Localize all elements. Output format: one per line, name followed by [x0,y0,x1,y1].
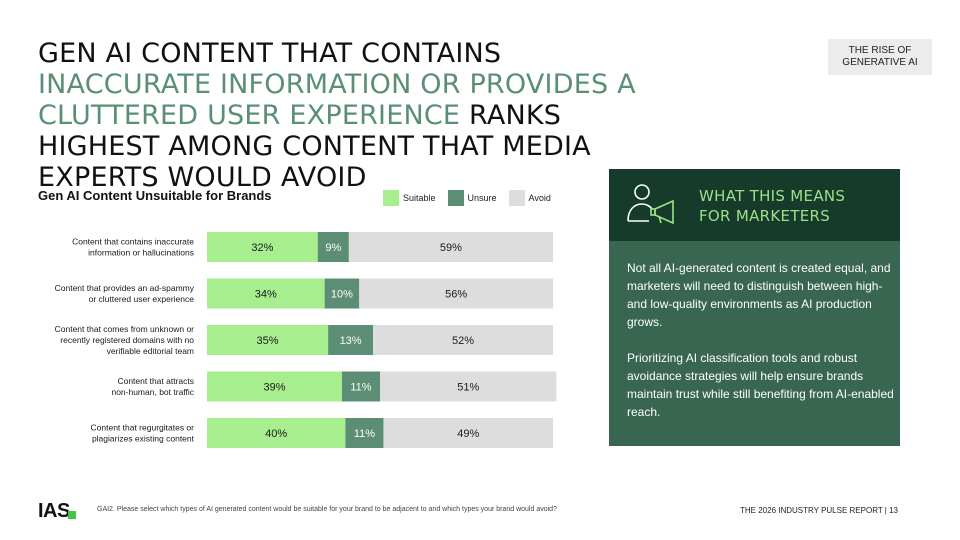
chart-title: Gen AI Content Unsuitable for Brands [38,188,272,203]
category-label: Content that provides an ad-spammy [55,283,195,293]
data-label-unsure: 10% [331,289,353,301]
footnote: GAI2. Please select which types of AI ge… [97,506,557,513]
legend-label-avoid: Avoid [528,193,551,203]
data-label-suitable: 32% [251,242,273,254]
section-tag: THE RISE OF GENERATIVE AI [828,39,932,75]
category-label: plagiarizes existing content [92,434,195,444]
category-label: Content that comes from unknown or [55,324,195,334]
category-label: verifiable editorial team [107,346,194,356]
legend-label-suitable: Suitable [403,193,436,203]
category-label: recently registered domains with no [60,335,194,345]
legend-label-unsure: Unsure [467,193,497,203]
legend-item-avoid: Avoid [508,190,555,206]
category-label: Content that attracts [117,376,194,386]
headline-accent: INACCURATE INFORMATION OR PROVIDES A CLU… [38,69,636,131]
marketers-panel: WHAT THIS MEANS FOR MARKETERS Not all AI… [609,169,900,446]
data-label-unsure: 9% [325,242,341,254]
person-megaphone-icon [627,184,674,225]
legend-item-suitable: Suitable [383,190,440,206]
data-label-suitable: 34% [255,289,277,301]
headline-part2: RANKS HIGHEST AMONG CONTENT THAT MEDIA E… [38,100,591,193]
bar-segment-avoid [380,371,557,402]
marketers-title-line2: FOR MARKETERS [699,207,831,225]
section-tag-line2: GENERATIVE AI [842,57,918,68]
category-label: Content that regurgitates or [91,423,195,433]
data-label-unsure: 11% [354,428,375,440]
data-label-avoid: 59% [440,242,462,254]
bar-segment-suitable [207,418,346,448]
data-label-unsure: 13% [340,335,362,347]
bar-segment-unsure [341,371,380,402]
bar-segment-avoid [359,278,553,309]
data-label-suitable: 40% [265,428,287,440]
marketers-panel-header: WHAT THIS MEANS FOR MARKETERS [609,169,900,241]
category-label: Content that contains inaccurate [72,237,194,247]
category-label: non-human, bot traffic [111,387,194,397]
chart-legend: Suitable Unsure Avoid [383,190,563,206]
stacked-bar-chart: Content that contains inaccurateinformat… [55,232,557,448]
category-label: information or hallucinations [88,248,194,258]
headline-part1: GEN AI CONTENT THAT CONTAINS [38,38,502,69]
bar-segment-unsure [324,278,360,309]
data-label-suitable: 39% [263,382,285,394]
bar-segment-avoid [383,418,553,448]
data-label-avoid: 56% [445,289,467,301]
marketers-panel-title: WHAT THIS MEANS FOR MARKETERS [699,186,889,226]
bar-segment-suitable [207,325,329,355]
bar-segment-suitable [207,278,325,309]
legend-item-unsure: Unsure [447,190,501,206]
legend-swatch-avoid [508,190,525,206]
headline: GEN AI CONTENT THAT CONTAINS INACCURATE … [38,38,678,193]
data-label-suitable: 35% [257,335,279,347]
legend-swatch-suitable [383,190,399,206]
data-label-unsure: 11% [350,382,371,394]
bar-segment-unsure [345,418,384,448]
marketers-paragraph-2: Prioritizing AI classification tools and… [627,351,894,419]
bar-segment-avoid [348,232,553,262]
marketers-paragraph-1: Not all AI-generated content is created … [627,261,891,329]
category-label: or cluttered user experience [89,294,195,304]
data-label-avoid: 49% [457,428,479,440]
marketers-panel-body: Not all AI-generated content is created … [627,259,895,439]
bar-segment-unsure [317,232,349,262]
data-label-avoid: 51% [457,382,479,394]
bar-segment-suitable [207,371,342,402]
bar-segment-suitable [207,232,318,262]
section-tag-line1: THE RISE OF [848,45,912,56]
bar-segment-unsure [328,325,374,355]
report-footer: THE 2026 INDUSTRY PULSE REPORT | 13 [740,506,898,515]
bar-segment-avoid [373,325,553,355]
logo-accent-square [68,511,76,519]
marketers-title-line1: WHAT THIS MEANS [699,187,846,205]
legend-swatch-unsure [447,190,464,206]
data-label-avoid: 52% [452,335,474,347]
ias-logo: IAS [38,500,70,522]
